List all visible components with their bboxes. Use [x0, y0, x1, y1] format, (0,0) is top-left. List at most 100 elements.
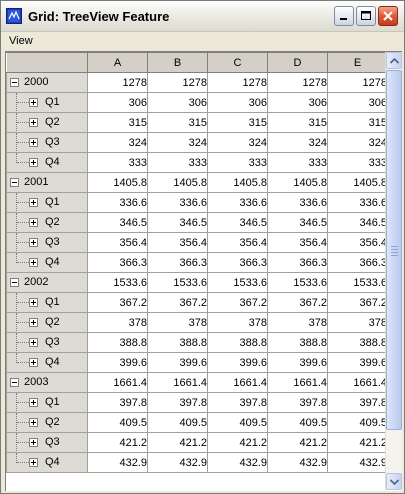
quarter-value-cell[interactable]: 366.3: [207, 252, 268, 273]
quarter-value-cell[interactable]: 336.6: [87, 192, 148, 213]
quarter-value-cell[interactable]: 324: [147, 132, 208, 153]
year-value-cell[interactable]: 1278: [207, 72, 268, 93]
scroll-up-button[interactable]: [386, 52, 402, 69]
quarter-cell[interactable]: Q2: [6, 312, 88, 333]
quarter-cell[interactable]: Q4: [6, 152, 88, 173]
expand-icon[interactable]: [29, 138, 38, 147]
quarter-cell[interactable]: Q2: [6, 112, 88, 133]
column-header-a[interactable]: A: [87, 52, 148, 73]
quarter-value-cell[interactable]: 315: [147, 112, 208, 133]
quarter-value-cell[interactable]: 432.9: [207, 452, 268, 473]
expand-icon[interactable]: [29, 118, 38, 127]
expand-icon[interactable]: [29, 158, 38, 167]
year-cell[interactable]: 2001: [6, 172, 88, 193]
quarter-cell[interactable]: Q3: [6, 232, 88, 253]
quarter-value-cell[interactable]: 346.5: [267, 212, 328, 233]
year-cell[interactable]: 2003: [6, 372, 88, 393]
vertical-scrollbar[interactable]: [385, 52, 402, 490]
quarter-value-cell[interactable]: 315: [87, 112, 148, 133]
year-value-cell[interactable]: 1405.8: [327, 172, 388, 193]
year-value-cell[interactable]: 1405.8: [87, 172, 148, 193]
expand-icon[interactable]: [29, 458, 38, 467]
quarter-value-cell[interactable]: 356.4: [87, 232, 148, 253]
quarter-value-cell[interactable]: 336.6: [267, 192, 328, 213]
quarter-value-cell[interactable]: 346.5: [207, 212, 268, 233]
quarter-value-cell[interactable]: 356.4: [207, 232, 268, 253]
year-value-cell[interactable]: 1278: [87, 72, 148, 93]
quarter-value-cell[interactable]: 409.5: [147, 412, 208, 433]
year-value-cell[interactable]: 1661.4: [327, 372, 388, 393]
column-header-b[interactable]: B: [147, 52, 208, 73]
year-value-cell[interactable]: 1278: [327, 72, 388, 93]
year-value-cell[interactable]: 1533.6: [147, 272, 208, 293]
quarter-value-cell[interactable]: 324: [207, 132, 268, 153]
quarter-value-cell[interactable]: 324: [327, 132, 388, 153]
quarter-value-cell[interactable]: 333: [147, 152, 208, 173]
quarter-value-cell[interactable]: 378: [87, 312, 148, 333]
quarter-cell[interactable]: Q3: [6, 332, 88, 353]
quarter-value-cell[interactable]: 336.6: [147, 192, 208, 213]
quarter-value-cell[interactable]: 399.6: [147, 352, 208, 373]
quarter-value-cell[interactable]: 306: [327, 92, 388, 113]
minimize-button[interactable]: [334, 6, 354, 26]
year-value-cell[interactable]: 1405.8: [147, 172, 208, 193]
year-value-cell[interactable]: 1661.4: [267, 372, 328, 393]
expand-icon[interactable]: [29, 98, 38, 107]
quarter-value-cell[interactable]: 397.8: [207, 392, 268, 413]
close-button[interactable]: [378, 6, 398, 26]
grid-app-icon[interactable]: [6, 8, 22, 24]
quarter-value-cell[interactable]: 333: [327, 152, 388, 173]
quarter-value-cell[interactable]: 432.9: [147, 452, 208, 473]
quarter-value-cell[interactable]: 421.2: [147, 432, 208, 453]
collapse-icon[interactable]: [10, 378, 19, 387]
quarter-value-cell[interactable]: 399.6: [87, 352, 148, 373]
quarter-cell[interactable]: Q1: [6, 292, 88, 313]
expand-icon[interactable]: [29, 338, 38, 347]
quarter-value-cell[interactable]: 333: [267, 152, 328, 173]
quarter-value-cell[interactable]: 315: [267, 112, 328, 133]
quarter-value-cell[interactable]: 388.8: [327, 332, 388, 353]
quarter-value-cell[interactable]: 356.4: [327, 232, 388, 253]
column-header-e[interactable]: E: [327, 52, 388, 73]
quarter-value-cell[interactable]: 367.2: [267, 292, 328, 313]
quarter-value-cell[interactable]: 388.8: [267, 332, 328, 353]
scroll-thumb[interactable]: [386, 70, 402, 430]
quarter-value-cell[interactable]: 367.2: [207, 292, 268, 313]
quarter-value-cell[interactable]: 356.4: [147, 232, 208, 253]
year-value-cell[interactable]: 1405.8: [267, 172, 328, 193]
quarter-value-cell[interactable]: 409.5: [87, 412, 148, 433]
quarter-value-cell[interactable]: 306: [147, 92, 208, 113]
quarter-value-cell[interactable]: 388.8: [87, 332, 148, 353]
quarter-value-cell[interactable]: 315: [327, 112, 388, 133]
menu-view[interactable]: View: [9, 35, 33, 47]
quarter-cell[interactable]: Q4: [6, 252, 88, 273]
expand-icon[interactable]: [29, 298, 38, 307]
expand-icon[interactable]: [29, 358, 38, 367]
year-value-cell[interactable]: 1533.6: [267, 272, 328, 293]
quarter-value-cell[interactable]: 366.3: [327, 252, 388, 273]
quarter-value-cell[interactable]: 397.8: [87, 392, 148, 413]
collapse-icon[interactable]: [10, 178, 19, 187]
year-cell[interactable]: 2002: [6, 272, 88, 293]
year-value-cell[interactable]: 1405.8: [207, 172, 268, 193]
quarter-value-cell[interactable]: 306: [267, 92, 328, 113]
maximize-button[interactable]: [356, 6, 376, 26]
year-value-cell[interactable]: 1661.4: [207, 372, 268, 393]
quarter-value-cell[interactable]: 421.2: [207, 432, 268, 453]
year-value-cell[interactable]: 1533.6: [207, 272, 268, 293]
quarter-value-cell[interactable]: 336.6: [327, 192, 388, 213]
expand-icon[interactable]: [29, 258, 38, 267]
quarter-value-cell[interactable]: 367.2: [147, 292, 208, 313]
quarter-value-cell[interactable]: 409.5: [267, 412, 328, 433]
quarter-value-cell[interactable]: 367.2: [327, 292, 388, 313]
quarter-value-cell[interactable]: 399.6: [207, 352, 268, 373]
column-header-c[interactable]: C: [207, 52, 268, 73]
quarter-value-cell[interactable]: 324: [87, 132, 148, 153]
quarter-value-cell[interactable]: 333: [87, 152, 148, 173]
quarter-value-cell[interactable]: 346.5: [87, 212, 148, 233]
quarter-cell[interactable]: Q1: [6, 92, 88, 113]
quarter-value-cell[interactable]: 333: [207, 152, 268, 173]
quarter-value-cell[interactable]: 421.2: [327, 432, 388, 453]
quarter-cell[interactable]: Q4: [6, 452, 88, 473]
collapse-icon[interactable]: [10, 78, 19, 87]
